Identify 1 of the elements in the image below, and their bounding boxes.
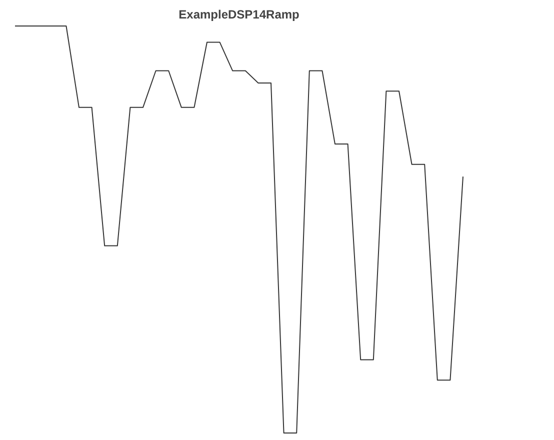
chart-title: ExampleDSP14Ramp (178, 8, 300, 22)
